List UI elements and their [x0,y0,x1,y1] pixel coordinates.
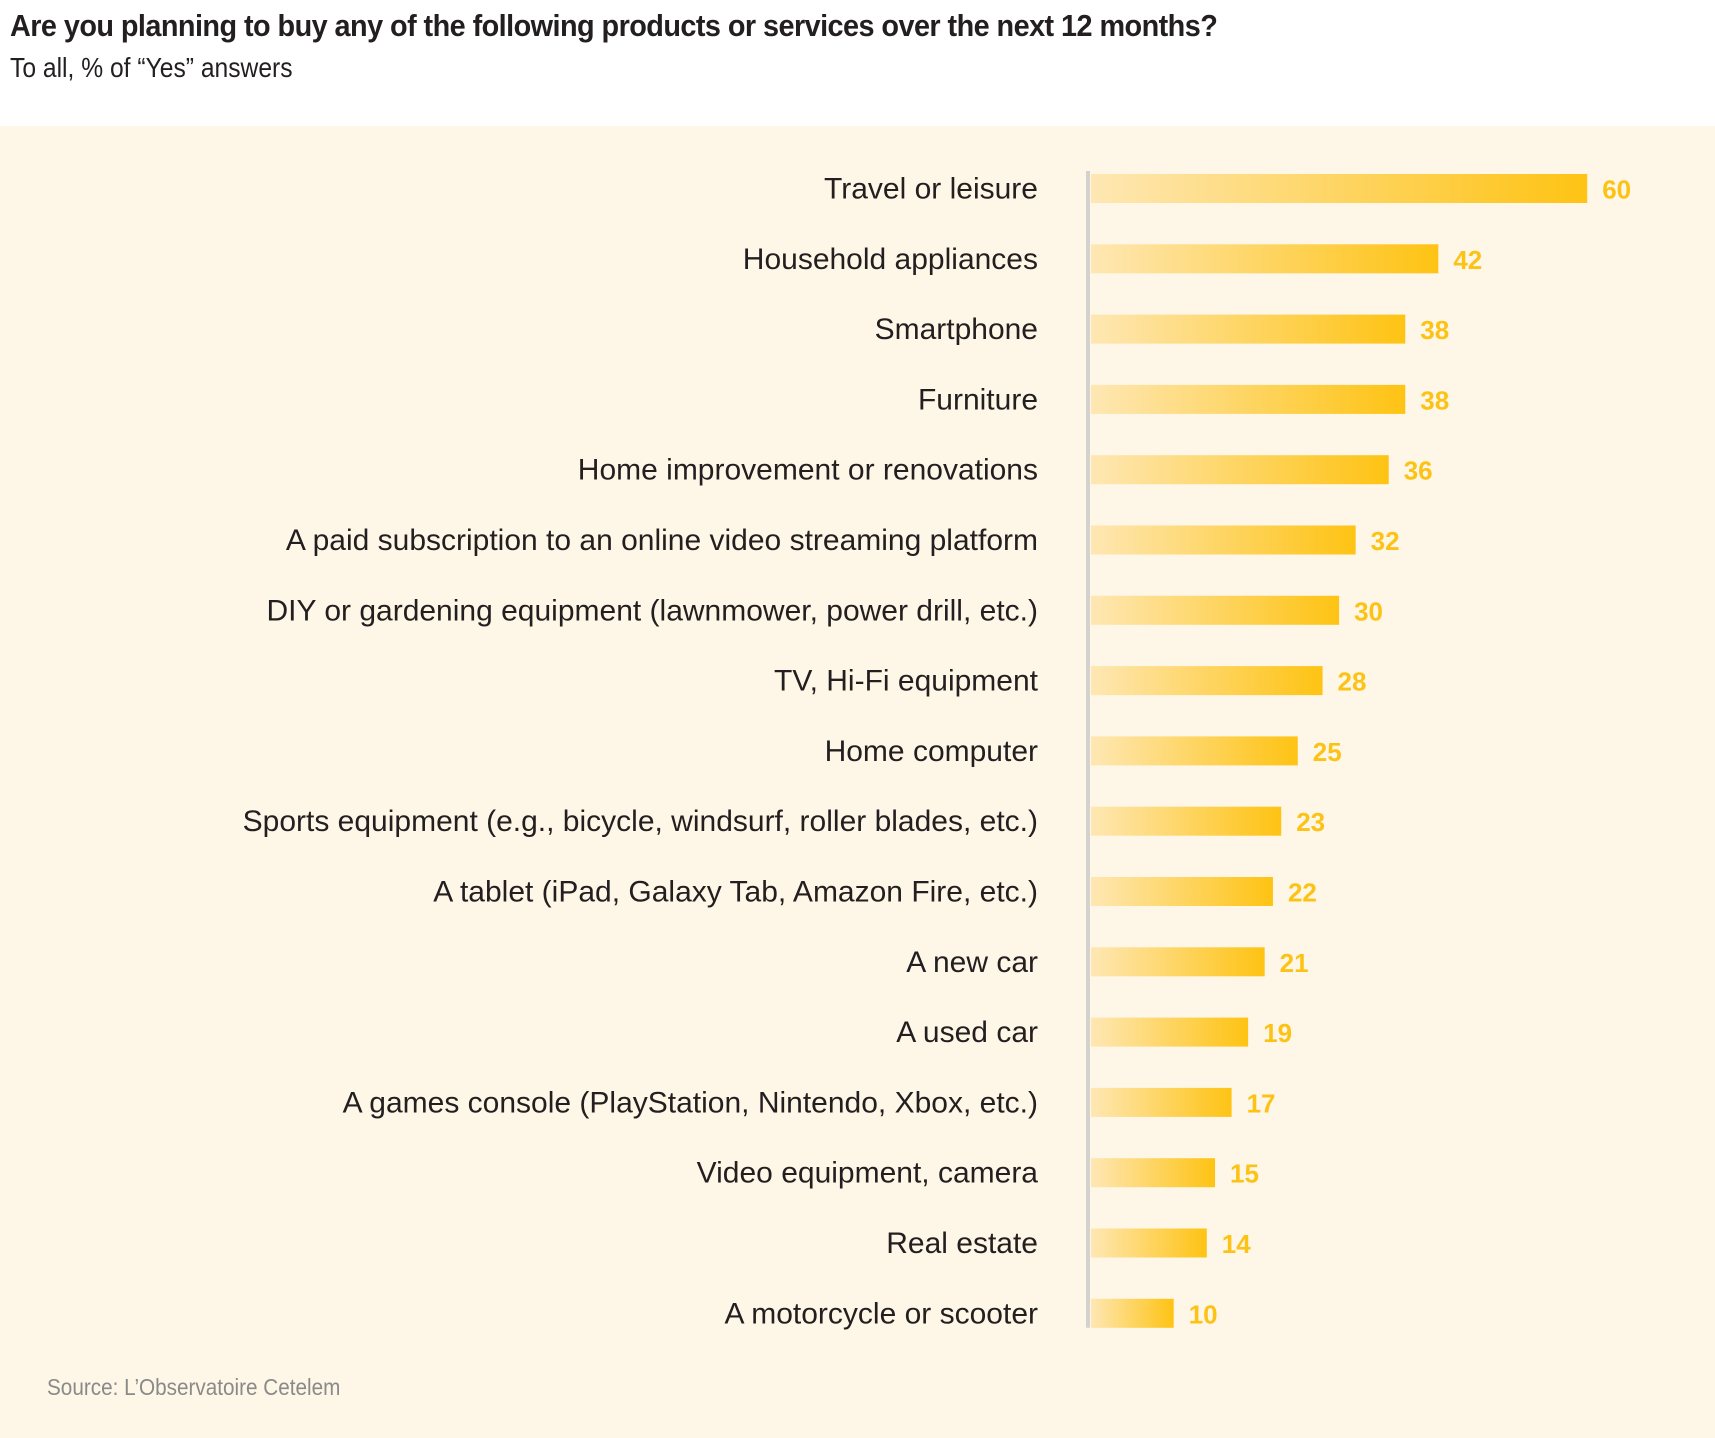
bar-row: A used car 19 [896,1016,1292,1049]
category-label: Home improvement or renovations [578,454,1038,487]
value-label: 60 [1602,175,1631,205]
category-label: Video equipment, camera [697,1157,1039,1190]
bar [1091,1087,1232,1117]
value-label: 42 [1453,245,1482,275]
category-label: Household appliances [743,243,1038,276]
bar-row: Real estate 14 [886,1227,1251,1260]
value-label: 28 [1338,667,1367,697]
bar-row: TV, Hi-Fi equipment 28 [774,665,1366,698]
bar [1091,1298,1174,1328]
bar-row: A games console (PlayStation, Nintendo, … [343,1086,1276,1119]
value-label: 38 [1420,315,1449,345]
category-label: A games console (PlayStation, Nintendo, … [343,1086,1038,1119]
value-label: 14 [1222,1229,1251,1259]
value-label: 38 [1420,385,1449,415]
bar [1091,525,1356,555]
bar-row: Sports equipment (e.g., bicycle, windsur… [243,805,1325,838]
category-label: DIY or gardening equipment (lawnmower, p… [267,594,1038,627]
bar-row: A motorcycle or scooter 10 [725,1297,1218,1330]
bar [1091,314,1406,344]
category-label: Smartphone [875,313,1038,346]
bar-row: Home computer 25 [825,735,1342,768]
bar [1091,877,1273,906]
bar [1091,947,1265,977]
category-label: A motorcycle or scooter [725,1297,1038,1330]
bar-row: DIY or gardening equipment (lawnmower, p… [267,594,1384,627]
bars-group: Travel or leisure 60 Household appliances 4… [243,173,1631,1331]
bar-row: A new car 21 [906,946,1308,979]
chart-panel: Travel or leisure 60 Household appliances 4… [0,126,1715,1438]
bar [1091,595,1340,625]
bar-row: Travel or leisure 60 [824,173,1631,206]
bar [1091,1017,1249,1047]
value-label: 19 [1263,1018,1292,1048]
category-label: A tablet (iPad, Galaxy Tab, Amazon Fire,… [433,876,1038,909]
category-label: Home computer [825,735,1038,768]
bar-row: Video equipment, camera 15 [697,1157,1259,1190]
bar-row: A tablet (iPad, Galaxy Tab, Amazon Fire,… [433,876,1317,909]
bar [1091,1158,1216,1188]
category-label: Travel or leisure [824,173,1038,206]
value-label: 32 [1371,526,1400,556]
bar [1091,666,1323,696]
category-label: A paid subscription to an online video s… [286,524,1038,557]
bar [1091,174,1588,203]
bar [1091,244,1439,274]
value-label: 17 [1247,1088,1276,1118]
category-label: Furniture [918,383,1038,416]
chart-title: Are you planning to buy any of the follo… [10,8,1218,43]
category-label: TV, Hi-Fi equipment [774,665,1039,698]
bar-row: A paid subscription to an online video s… [286,524,1400,557]
bar [1091,736,1298,766]
category-label: A new car [906,946,1038,979]
value-label: 10 [1189,1299,1218,1329]
value-label: 21 [1280,948,1309,978]
source-note: Source: L’Observatoire Cetelem [47,1374,341,1400]
category-label: Real estate [886,1227,1038,1260]
bar-row: Furniture 38 [918,383,1449,416]
chart-subtitle: To all, % of “Yes” answers [10,52,293,83]
bar-chart: Travel or leisure 60 Household appliances 4… [243,171,1631,1331]
value-label: 22 [1288,878,1317,908]
bar-row: Smartphone 38 [875,313,1450,346]
value-label: 25 [1313,737,1342,767]
category-label: Sports equipment (e.g., bicycle, windsur… [243,805,1038,838]
bar [1091,1228,1207,1258]
bar [1091,806,1282,836]
value-label: 30 [1354,596,1383,626]
value-label: 36 [1404,456,1433,486]
value-label: 23 [1296,807,1325,837]
bar [1091,455,1389,485]
bar [1091,384,1406,414]
bar-row: Home improvement or renovations 36 [578,454,1433,487]
category-label: A used car [896,1016,1038,1049]
value-label: 15 [1230,1159,1259,1189]
bar-row: Household appliances 42 [743,243,1482,276]
